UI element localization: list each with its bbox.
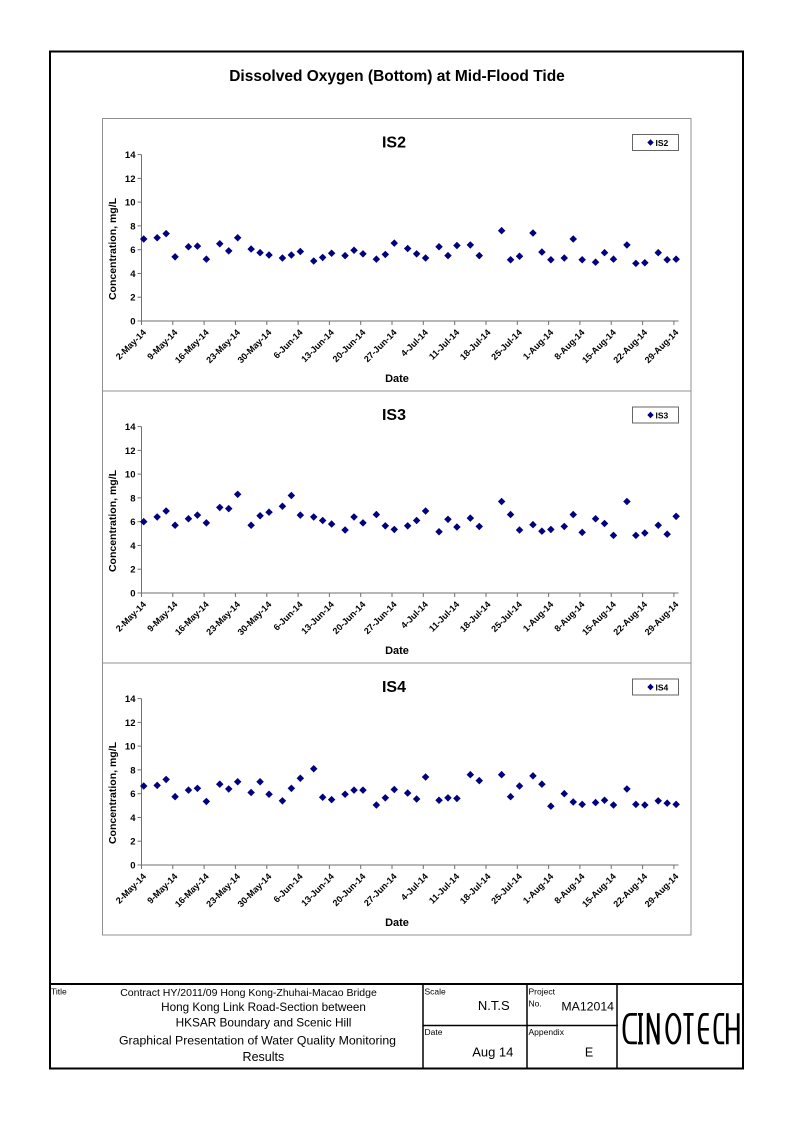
svg-text:Project: Project xyxy=(529,986,556,996)
svg-text:Title: Title xyxy=(51,987,67,997)
svg-text:HKSAR Boundary and Scenic Hill: HKSAR Boundary and Scenic Hill xyxy=(176,1016,352,1030)
svg-text:Concentration, mg/L: Concentration, mg/L xyxy=(107,469,119,572)
svg-text:IS3: IS3 xyxy=(382,407,406,424)
svg-text:8: 8 xyxy=(130,493,135,504)
svg-text:2: 2 xyxy=(130,565,135,576)
svg-text:Contract HY/2011/09 Hong Kong-: Contract HY/2011/09 Hong Kong-Zhuhai-Mac… xyxy=(120,987,377,999)
svg-text:14: 14 xyxy=(125,150,136,161)
svg-text:2: 2 xyxy=(130,293,135,304)
svg-text:12: 12 xyxy=(125,446,136,457)
svg-text:E: E xyxy=(585,1046,593,1060)
svg-text:Dissolved Oxygen (Bottom) at M: Dissolved Oxygen (Bottom) at Mid-Flood T… xyxy=(229,68,565,85)
svg-text:Concentration, mg/L: Concentration, mg/L xyxy=(107,741,119,844)
svg-text:4: 4 xyxy=(130,541,136,552)
svg-text:2: 2 xyxy=(130,837,135,848)
svg-text:10: 10 xyxy=(125,470,136,481)
svg-text:Graphical Presentation of Wate: Graphical Presentation of Water Quality … xyxy=(119,1034,396,1048)
svg-text:IS3: IS3 xyxy=(656,410,669,420)
svg-text:0: 0 xyxy=(130,317,135,328)
svg-text:IS4: IS4 xyxy=(382,679,406,696)
svg-text:Concentration, mg/L: Concentration, mg/L xyxy=(107,197,119,300)
svg-text:8: 8 xyxy=(130,221,135,232)
svg-text:4: 4 xyxy=(130,269,136,280)
svg-text:Date: Date xyxy=(385,917,409,929)
svg-text:12: 12 xyxy=(125,718,136,729)
svg-text:6: 6 xyxy=(130,245,135,256)
svg-text:14: 14 xyxy=(125,694,136,705)
svg-text:Date: Date xyxy=(385,645,409,657)
svg-text:N.T.S: N.T.S xyxy=(478,998,510,1013)
svg-text:Date: Date xyxy=(385,373,409,385)
svg-text:Scale: Scale xyxy=(425,986,447,996)
svg-text:4: 4 xyxy=(130,813,136,824)
svg-text:Results: Results xyxy=(243,1050,285,1064)
svg-text:IS2: IS2 xyxy=(382,135,406,152)
svg-text:6: 6 xyxy=(130,517,135,528)
svg-text:No.: No. xyxy=(529,999,542,1009)
svg-text:0: 0 xyxy=(130,589,135,600)
svg-text:Hong Kong Link Road-Section be: Hong Kong Link Road-Section between xyxy=(161,1001,366,1014)
svg-text:Date: Date xyxy=(425,1027,443,1037)
svg-text:IS2: IS2 xyxy=(656,138,669,148)
svg-text:6: 6 xyxy=(130,789,135,800)
svg-text:8: 8 xyxy=(130,765,135,776)
svg-text:0: 0 xyxy=(130,861,135,872)
svg-text:IS4: IS4 xyxy=(656,682,669,692)
svg-text:14: 14 xyxy=(125,422,136,433)
svg-text:10: 10 xyxy=(125,198,136,209)
svg-text:Aug 14: Aug 14 xyxy=(472,1045,513,1060)
svg-text:12: 12 xyxy=(125,174,136,185)
svg-text:MA12014: MA12014 xyxy=(561,1000,614,1014)
svg-text:Appendix: Appendix xyxy=(529,1027,565,1037)
svg-text:10: 10 xyxy=(125,742,136,753)
